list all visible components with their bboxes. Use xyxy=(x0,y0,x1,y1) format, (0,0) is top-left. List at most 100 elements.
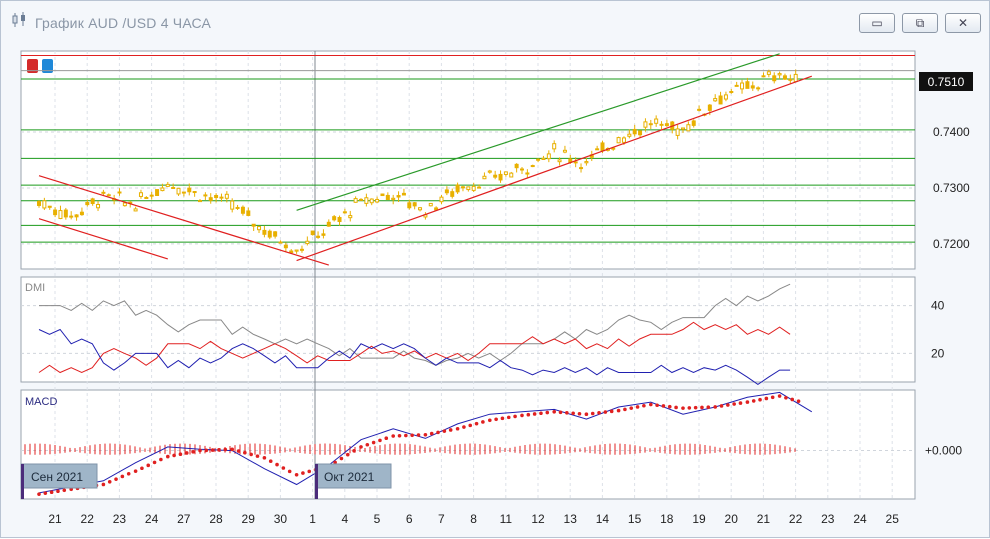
x-tick-label: 22 xyxy=(81,512,95,526)
x-tick-label: 24 xyxy=(145,512,159,526)
price-panel[interactable] xyxy=(20,50,916,270)
candle-body xyxy=(251,223,256,227)
candle-body xyxy=(385,194,390,201)
candle-body xyxy=(579,167,584,170)
macd-signal-dot xyxy=(249,452,253,457)
macd-signal-dot xyxy=(391,434,396,438)
candle-body xyxy=(772,75,777,82)
blue-color-toggle[interactable] xyxy=(42,59,53,73)
macd-signal-dot xyxy=(513,414,517,419)
macd-signal-dot xyxy=(120,474,125,479)
dmi-panel[interactable] xyxy=(20,276,916,383)
close-button[interactable]: ✕ xyxy=(945,13,981,33)
macd-signal-dot xyxy=(152,460,157,465)
macd-signal-dot xyxy=(126,472,131,476)
candle-body xyxy=(450,191,455,197)
minimize-button[interactable]: ▭ xyxy=(859,13,895,33)
candle-body xyxy=(155,189,160,196)
sep-period-label: Сен 2021 xyxy=(31,470,83,484)
candle-body xyxy=(691,120,696,126)
macd-signal-dot xyxy=(243,450,247,455)
macd-signal-dot xyxy=(623,407,627,412)
macd-panel[interactable] xyxy=(20,389,916,500)
candle-body xyxy=(192,191,197,194)
candle-body xyxy=(638,130,643,136)
candle-body xyxy=(348,215,353,219)
title-bar[interactable]: График AUD /USD 4 ЧАСА ▭ ⧉ ✕ xyxy=(1,1,989,45)
current-price-label: 0.7510 xyxy=(928,75,965,89)
macd-signal-dot xyxy=(777,394,782,398)
macd-signal-dot xyxy=(474,421,479,426)
macd-signal-dot xyxy=(345,452,350,457)
macd-signal-dot xyxy=(526,412,531,417)
macd-signal-dot xyxy=(133,469,138,473)
macd-signal-dot xyxy=(101,482,106,487)
candle-body xyxy=(498,173,503,181)
candle-body xyxy=(353,198,358,203)
candle-body xyxy=(246,210,251,216)
current-price-tag xyxy=(919,72,973,91)
candle-body xyxy=(681,127,685,130)
candle-body xyxy=(235,206,240,209)
candle-body xyxy=(283,244,288,249)
candle-body xyxy=(434,207,439,211)
candle-body xyxy=(428,202,433,207)
restore-button[interactable]: ⧉ xyxy=(902,13,938,33)
macd-signal-dot xyxy=(655,403,659,408)
candle-body xyxy=(793,73,798,83)
candle-body xyxy=(144,196,149,199)
macd-signal-dot xyxy=(462,425,466,429)
macd-signal-dot xyxy=(468,423,473,428)
macd-signal-dot xyxy=(62,488,67,493)
candle-body xyxy=(187,187,192,193)
candle-body xyxy=(713,98,718,102)
red-color-toggle[interactable] xyxy=(27,59,38,73)
x-tick-label: 30 xyxy=(274,512,288,526)
candle-body xyxy=(262,229,267,235)
x-tick-label: 18 xyxy=(660,512,674,526)
candle-body xyxy=(648,123,653,126)
candle-body xyxy=(675,128,680,136)
macd-label: MACD xyxy=(25,396,57,408)
candle-body xyxy=(149,194,154,197)
axis-layer: 21 22 23 24 27 28 29 30 1 4 5 6 7 8 11 12 13 14 15 18 19 20 21… xyxy=(48,512,899,526)
candle-body xyxy=(621,137,626,143)
candle-body xyxy=(643,121,648,128)
candle-body xyxy=(321,233,326,236)
x-tick-label: 1 xyxy=(309,512,316,526)
macd-signal-dot xyxy=(796,399,801,403)
candle-body xyxy=(460,186,465,189)
candle-body xyxy=(117,191,122,194)
candle-body xyxy=(745,81,750,89)
macd-signal-dot xyxy=(577,411,582,416)
x-tick-label: 11 xyxy=(500,512,513,526)
candle-body xyxy=(407,202,412,209)
candle-body xyxy=(305,240,310,245)
oct-period-marker xyxy=(315,464,318,499)
macd-signal-dot xyxy=(301,471,305,475)
candle-body xyxy=(471,185,476,191)
x-tick-label: 21 xyxy=(757,512,771,526)
candle-body xyxy=(391,197,396,200)
macd-signal-dot xyxy=(359,445,363,449)
x-tick-label: 22 xyxy=(789,512,803,526)
macd-signal-dot xyxy=(649,402,653,407)
macd-signal-dot xyxy=(745,400,750,404)
macd-signal-dot xyxy=(597,410,601,415)
x-tick-label: 14 xyxy=(596,512,610,526)
macd-signal-dot xyxy=(210,448,215,452)
macd-signal-dot xyxy=(268,459,273,464)
candle-body xyxy=(401,192,406,196)
macd-signal-dot xyxy=(674,405,678,410)
macd-signal-dot xyxy=(770,395,775,400)
chart-canvas[interactable]: 0.7400 0.7300 0.7200 40 20 +0.000 21 22 23 24 2… xyxy=(1,45,990,539)
x-tick-label: 19 xyxy=(692,512,706,526)
macd-signal-dot xyxy=(532,412,537,416)
x-tick-label: 8 xyxy=(470,512,477,526)
candle-body xyxy=(289,250,294,254)
candle-body xyxy=(342,211,347,214)
candle-body xyxy=(541,157,546,160)
candle-body xyxy=(493,174,498,178)
macd-signal-dot xyxy=(565,410,569,415)
dmi-tick-label: 40 xyxy=(931,299,945,313)
